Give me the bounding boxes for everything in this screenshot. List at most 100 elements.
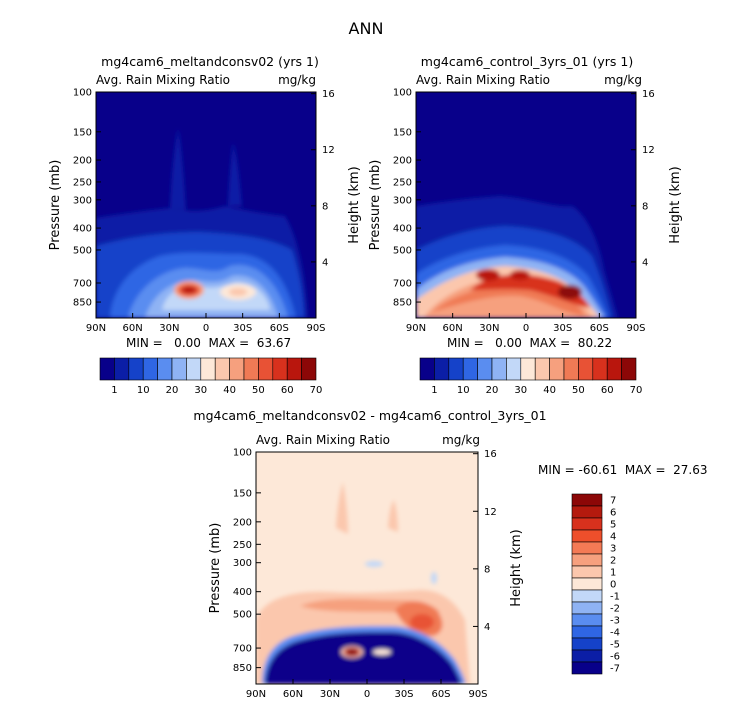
panel-3-light-blue-a [365, 561, 383, 567]
colorbar-label: 60 [281, 385, 294, 396]
colorbar-swatch [214, 357, 230, 381]
panel-1-y2-axis: 4 8 12 16 [311, 89, 335, 268]
colorbar-swatch [272, 357, 288, 381]
colorbar-label: 1 [431, 385, 437, 396]
panel-2-y2label: Height (km) [668, 166, 683, 243]
colorbar-label: -7 [610, 664, 620, 675]
x-tick-label: 0 [203, 323, 209, 334]
colorbar-swatch [571, 649, 603, 663]
colorbar-swatch [419, 357, 435, 381]
colorbar-label: 50 [572, 385, 585, 396]
panel-1-x-axis: 90N 60N 30N 0 30S 60S 90S [86, 313, 326, 334]
y2-tick-label: 16 [322, 89, 335, 100]
y-tick-label: 700 [73, 278, 92, 289]
x-tick-label: 90N [406, 323, 426, 334]
colorbar-label: 10 [137, 385, 150, 396]
colorbar-label: 3 [610, 544, 616, 555]
y-tick-label: 250 [233, 540, 252, 551]
y-tick-label: 300 [393, 195, 412, 206]
colorbar-swatch [571, 577, 603, 591]
panel-1-contour-spike-b [228, 142, 242, 206]
panel-3-variable: Avg. Rain Mixing Ratio [256, 433, 390, 447]
colorbar-swatch [592, 357, 608, 381]
panel-2: mg4cam6_control_3yrs_01 (yrs 1) Avg. Rai… [368, 54, 683, 350]
panel-3-x-axis: 90N 60N 30N 0 30S 60S 90S [246, 679, 488, 700]
colorbar-label: 40 [223, 385, 236, 396]
colorbar-label: 60 [601, 385, 614, 396]
y-tick-label: 850 [233, 663, 252, 674]
y2-tick-label: 4 [484, 622, 490, 633]
y-tick-label: 500 [393, 245, 412, 256]
colorbar-label: 50 [252, 385, 265, 396]
panel-2-max-c [558, 285, 582, 299]
x-tick-label: 30N [320, 689, 340, 700]
colorbar-label: 20 [166, 385, 179, 396]
colorbar-swatch [571, 565, 603, 579]
colorbar-swatch [243, 357, 259, 381]
y2-tick-label: 8 [322, 201, 328, 212]
colorbar-2: 1 10 20 30 40 50 60 70 [419, 357, 642, 396]
colorbar-label: 4 [610, 532, 616, 543]
x-tick-label: 30S [394, 689, 413, 700]
panel-1-variable: Avg. Rain Mixing Ratio [96, 73, 230, 87]
colorbar-swatch [578, 357, 594, 381]
colorbar-label: 40 [543, 385, 556, 396]
y-tick-label: 500 [233, 610, 252, 621]
panel-3-y2label: Height (km) [509, 529, 524, 606]
colorbar-label: 7 [610, 496, 616, 507]
colorbar-swatch [186, 357, 202, 381]
panel-2-contour-60 [470, 274, 590, 308]
colorbar-label: 2 [610, 556, 616, 567]
panel-1-ylabel: Pressure (mb) [48, 160, 63, 251]
y-tick-label: 500 [73, 245, 92, 256]
x-tick-label: 60S [590, 323, 609, 334]
panel-2-max-b [510, 270, 530, 280]
colorbar-swatch [571, 589, 603, 603]
x-tick-label: 60S [270, 323, 289, 334]
colorbar-swatch [506, 357, 522, 381]
colorbar-swatch [571, 517, 603, 531]
colorbar-swatch [549, 357, 565, 381]
colorbar-label: 0 [610, 580, 616, 591]
panel-3-spike-b [388, 500, 398, 532]
panel-2-x-axis: 90N 60N 30N 0 30S 60S 90S [406, 313, 646, 334]
colorbar-swatch [229, 357, 245, 381]
colorbar-swatch [448, 357, 464, 381]
panel-1-y-axis: 100 150 200 250 300 400 500 700 850 [73, 88, 101, 309]
y2-tick-label: 8 [642, 201, 648, 212]
panel-2-variable: Avg. Rain Mixing Ratio [416, 73, 550, 87]
x-tick-label: 90N [86, 323, 106, 334]
colorbar-label: 1 [610, 568, 616, 579]
panel-3-y2-axis: 4 8 12 16 [473, 449, 497, 633]
colorbar-swatch [571, 625, 603, 639]
panel-1-y2label: Height (km) [347, 166, 362, 243]
colorbar-label: -6 [610, 652, 620, 663]
y-tick-label: 300 [73, 195, 92, 206]
panel-2-y2-axis: 4 8 12 16 [631, 89, 655, 268]
colorbar-swatch [171, 357, 187, 381]
y-tick-label: 850 [393, 298, 412, 309]
panel-3-y-axis: 100 150 200 250 300 400 500 700 850 [233, 448, 261, 674]
panel-2-field [416, 92, 636, 318]
y-tick-label: 150 [73, 127, 92, 138]
panel-3-pos-blob-core [410, 614, 434, 630]
panel-3-ylabel: Pressure (mb) [208, 523, 223, 614]
y-tick-label: 200 [393, 156, 412, 167]
y-tick-label: 100 [233, 448, 252, 459]
panel-3: mg4cam6_meltandconsv02 - mg4cam6_control… [193, 408, 707, 700]
y-tick-label: 150 [233, 488, 252, 499]
colorbar-label: 70 [310, 385, 323, 396]
panel-1: mg4cam6_meltandconsv02 (yrs 1) Avg. Rain… [48, 54, 362, 350]
y-tick-label: 700 [233, 644, 252, 655]
x-tick-label: 60N [443, 323, 463, 334]
colorbar-label: -4 [610, 628, 620, 639]
panel-2-title: mg4cam6_control_3yrs_01 (yrs 1) [421, 54, 633, 69]
colorbar-swatch [571, 613, 603, 627]
colorbar-label: -5 [610, 640, 620, 651]
colorbar-swatch [571, 637, 603, 651]
colorbar-swatch [534, 357, 550, 381]
colorbar-swatch [99, 357, 115, 381]
y2-tick-label: 8 [484, 564, 490, 575]
y2-tick-label: 12 [484, 507, 497, 518]
